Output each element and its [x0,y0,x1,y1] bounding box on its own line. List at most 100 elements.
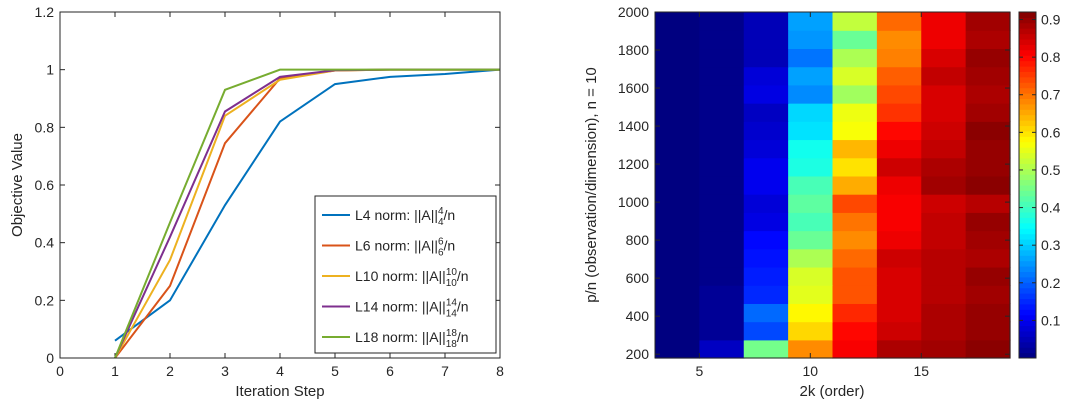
heatmap-cell [788,194,834,213]
heatmap-cell [832,248,878,268]
y-tick-label: 1600 [618,80,649,96]
colorbar-segment [1019,147,1036,154]
heatmap-xlabel: 2k (order) [799,383,864,400]
y-tick-label: 0 [46,350,54,366]
heatmap-cell [921,248,967,268]
colorbar-segment [1019,49,1036,56]
heatmap-cell [921,12,967,31]
colorbar-tick-label: 0.2 [1041,275,1061,291]
heatmap-cell [655,157,700,177]
heatmap-cell [699,339,745,359]
heatmap-cell [876,175,922,195]
heatmap-cell [788,175,834,195]
heatmap-cell [876,285,922,304]
colorbar-segment [1019,76,1036,83]
colorbar-segment [1019,212,1036,218]
heatmap-cell [788,139,834,159]
colorbar-segment [1019,109,1036,116]
legend-suffix: /n [444,207,456,223]
heatmap-cell [699,266,745,286]
x-tick-label: 15 [913,363,929,379]
colorbar-segment [1019,55,1036,62]
y-tick-label: 1800 [618,42,649,58]
colorbar-segment [1019,93,1036,99]
line-chart-xlabel: Iteration Step [235,383,324,400]
heatmap-cell [788,266,834,286]
heatmap-cell [655,103,700,122]
heatmap-cell [965,212,1011,232]
heatmap-cell [743,139,789,159]
heatmap-cell [788,48,834,68]
heatmap-cell [876,230,922,250]
colorbar-segment [1019,309,1036,316]
heatmap-cell [788,66,834,86]
colorbar-segment [1019,157,1036,164]
colorbar-segment [1019,336,1036,343]
heatmap-cell [876,157,922,177]
x-tick-label: 8 [496,363,504,379]
heatmap-ylabel: p/n (observation/dimension), n = 10 [583,67,600,303]
colorbar-segment [1019,98,1036,105]
colorbar-segment [1019,276,1036,283]
colorbar-tick-label: 0.1 [1041,312,1061,328]
legend-entry-label: L18 norm: ||A|| [355,329,446,345]
heatmap-cell [965,103,1011,122]
heatmap-cell [699,212,745,232]
colorbar-segment [1019,293,1036,300]
colorbar-segment [1019,206,1036,213]
colorbar-segment [1019,190,1036,197]
legend-norm-subscript: 10 [446,278,458,289]
legend-entry-14: L14 norm: ||A||14 14/n [355,298,469,320]
heatmap-cell [788,212,834,232]
colorbar-segment [1019,120,1036,127]
heatmap-cell [965,339,1011,359]
heatmap-cell [965,285,1011,304]
x-tick-label: 1 [111,363,119,379]
heatmap-cell [655,175,700,195]
heatmap-cell [743,48,789,68]
colorbar-segment [1019,303,1036,310]
colorbar-segment [1019,141,1036,148]
colorbar-segment [1019,282,1036,289]
heatmap-cell [655,84,700,104]
colorbar-segment [1019,125,1036,132]
heatmap-cell [832,230,878,250]
heatmap-cell [832,30,878,50]
heatmap-cell [743,103,789,122]
heatmap-cell [832,285,878,304]
heatmap-cell [832,157,878,177]
y-tick-label: 0.6 [35,177,55,193]
line-chart-axes-box [59,11,501,359]
heatmap-cell [965,175,1011,195]
heatmap-cell [921,175,967,195]
colorbar-tick-label: 0.7 [1041,87,1061,103]
heatmap-cell [699,303,745,323]
heatmap-cell [699,157,745,177]
heatmap-cell [965,66,1011,86]
y-tick-label: 1.2 [35,4,55,20]
y-tick-label: 0.2 [35,292,55,308]
heatmap-cell [921,230,967,250]
heatmap-cell [655,212,700,232]
colorbar-segment [1019,152,1036,159]
colorbar-segment [1019,222,1036,229]
heatmap-cell [788,303,834,323]
colorbar-segment [1019,320,1036,327]
heatmap-cell [699,84,745,104]
heatmap-cell [655,121,700,141]
colorbar-segment [1019,244,1036,251]
heatmap-cell [921,339,967,359]
x-tick-label: 5 [331,363,339,379]
colorbar-segment [1019,228,1036,235]
heatmap-cell [876,121,922,141]
heatmap-cell [743,84,789,104]
heatmap-cell [699,194,745,213]
legend-norm-superscript: 10 [446,267,458,278]
x-tick-label: 6 [386,363,394,379]
heatmap-cell [921,285,967,304]
colorbar-segment [1019,130,1036,137]
heatmap-cell [876,48,922,68]
heatmap-cell [699,12,745,31]
heatmap-cell [832,12,878,31]
